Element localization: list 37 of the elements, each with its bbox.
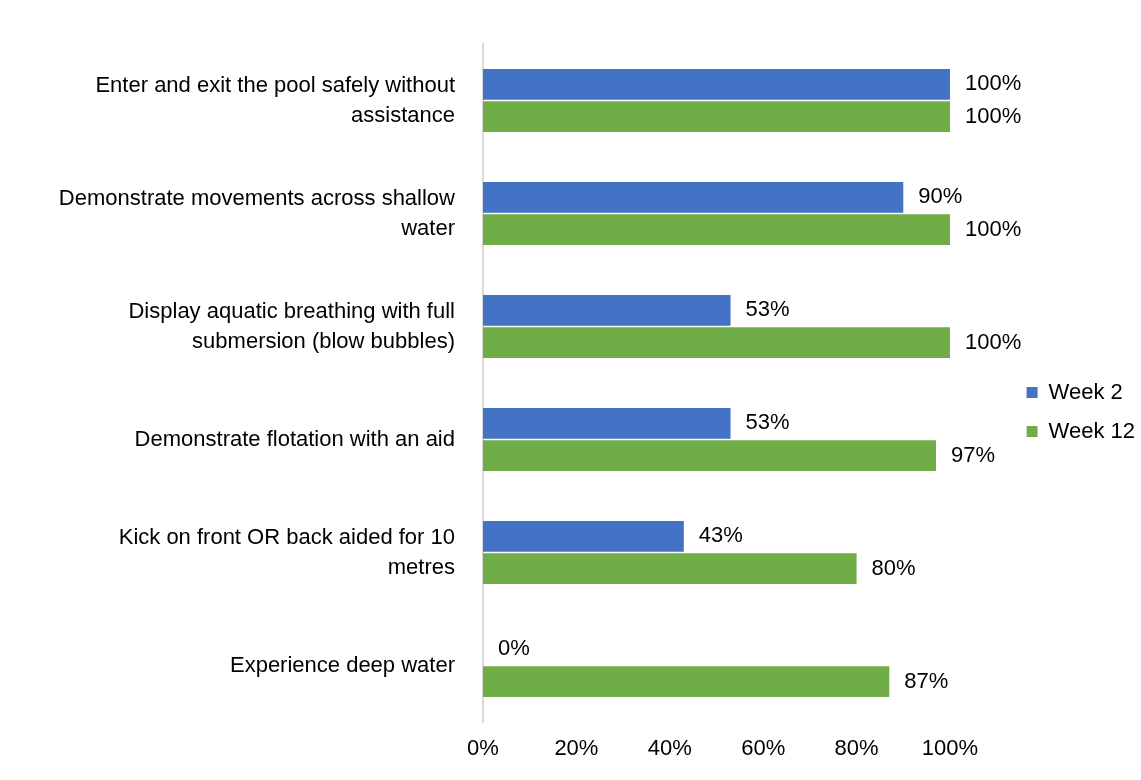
bar <box>483 101 950 132</box>
y-tick-label: Kick on front OR back aided for 10 metres <box>118 523 455 579</box>
data-label: 43% <box>698 522 743 548</box>
x-tick-label: 40% <box>647 735 692 761</box>
x-tick-label: 100% <box>921 735 979 761</box>
data-label: 97% <box>950 441 996 467</box>
x-tick-label: 60% <box>741 735 786 761</box>
bar <box>483 214 950 245</box>
x-tick-label: 80% <box>834 735 879 761</box>
x-tick-label: 20% <box>554 735 599 761</box>
bar <box>483 182 904 213</box>
y-tick-label: Demonstrate movements across shallow water <box>58 184 456 240</box>
data-label: 0% <box>498 635 530 661</box>
y-tick-label: Experience deep water <box>229 651 455 677</box>
y-tick-label: Display aquatic breathing with full submersion (blow bubbles) <box>128 297 455 353</box>
bar <box>483 666 890 697</box>
bar <box>483 440 936 471</box>
x-tick-label: 0% <box>467 735 499 761</box>
bar <box>483 69 950 100</box>
data-label: 87% <box>904 667 949 693</box>
data-label: 80% <box>871 554 916 580</box>
bar <box>483 295 731 326</box>
y-tick-label: Demonstrate flotation with an aid <box>134 425 455 451</box>
data-label: 53% <box>745 296 790 322</box>
legend-label: Week 12 <box>1048 417 1135 443</box>
data-label: 100% <box>965 102 1022 128</box>
bar <box>483 521 684 552</box>
data-label: 100% <box>965 215 1022 241</box>
data-label: 53% <box>745 409 790 435</box>
bar <box>483 408 731 439</box>
legend-label: Week 2 <box>1048 378 1123 404</box>
data-label: 100% <box>965 328 1022 354</box>
y-tick-label: Enter and exit the pool safely without assistance <box>95 71 455 127</box>
bar <box>483 327 950 358</box>
data-label: 100% <box>965 70 1022 96</box>
bar <box>483 553 857 584</box>
data-label: 90% <box>918 183 963 209</box>
